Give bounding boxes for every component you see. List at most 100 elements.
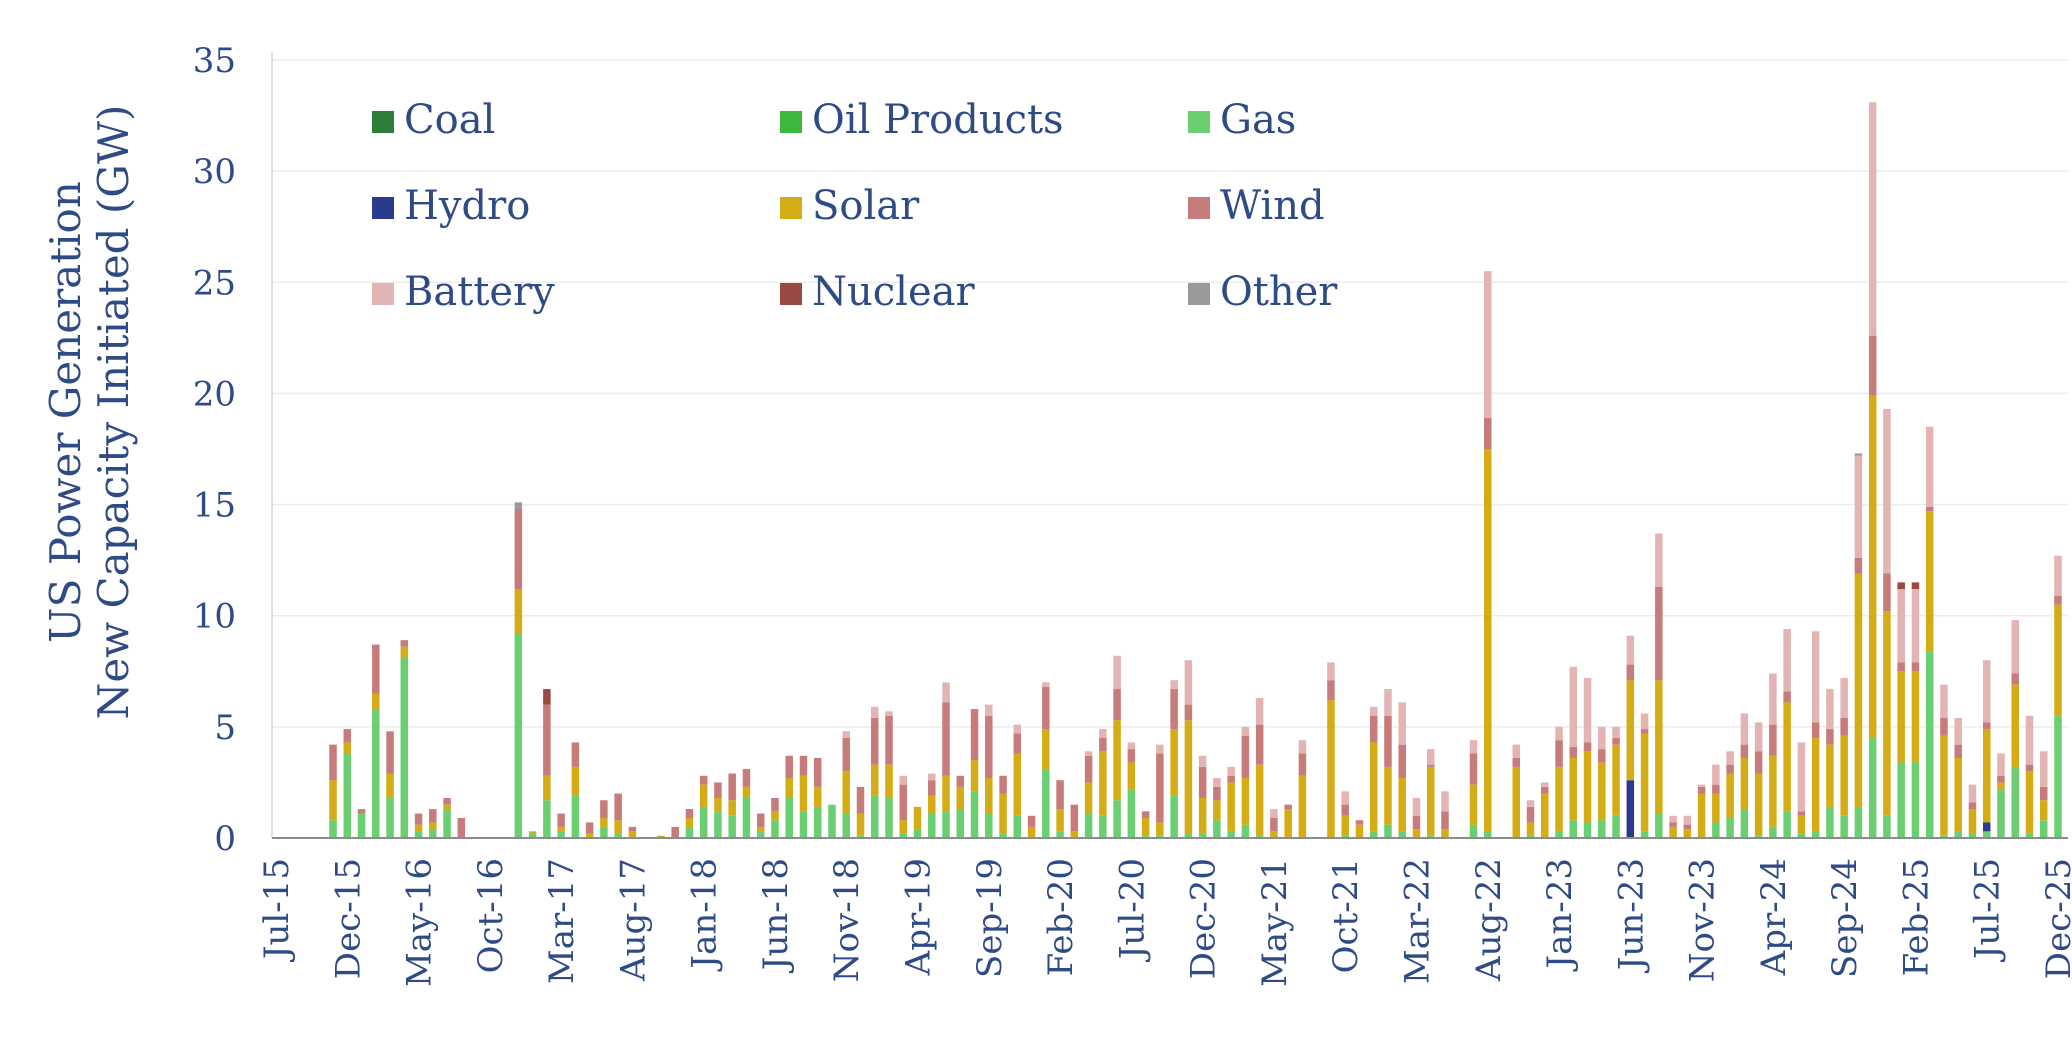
bar-segment-solar (2054, 604, 2062, 716)
bar-segment-wind (1897, 662, 1905, 672)
bar-segment-wind (671, 826, 679, 838)
bar-segment-solar (1384, 766, 1392, 825)
legend-label: Gas (1220, 97, 1296, 143)
bar-segment-gas (1640, 831, 1649, 838)
bar-stack (1270, 809, 1278, 838)
bar-stack (1968, 784, 1977, 838)
bar-segment-wind (1184, 704, 1193, 721)
bar-segment-gas (1369, 831, 1378, 838)
bar-segment-wind (1355, 820, 1364, 825)
bar-segment-gas (1213, 820, 1221, 838)
bar-segment-gas (1840, 815, 1848, 838)
bar-segment-battery (2011, 620, 2019, 674)
bar-segment-battery (1982, 660, 1991, 723)
bar-segment-wind (1141, 811, 1150, 818)
bar-segment-wind (1113, 689, 1121, 721)
bar-segment-solar (1113, 720, 1121, 801)
bar-stack (999, 775, 1007, 838)
bar-segment-gas (871, 795, 879, 838)
bar-segment-wind (942, 702, 950, 776)
legend-swatch (1188, 197, 1210, 219)
x-tick-label: Nov-18 (827, 858, 867, 982)
bar-segment-wind (699, 775, 708, 785)
bar-stack (699, 775, 708, 838)
bar-stack (1783, 629, 1791, 838)
bar-segment-gas (557, 831, 565, 838)
x-tick-label: Jul-20 (1112, 858, 1152, 962)
legend-swatch (780, 111, 802, 133)
bar-stack (1526, 800, 1535, 838)
bar-segment-wind (1669, 822, 1677, 827)
bar-segment-battery (1298, 740, 1307, 754)
bar-stack (685, 809, 694, 838)
bar-segment-battery (2039, 751, 2048, 787)
y-tick-label: 30 (193, 152, 236, 192)
x-tick-label: Aug-17 (613, 858, 653, 982)
bar-stack (956, 775, 965, 838)
y-tick-label: 15 (193, 486, 236, 526)
bar-segment-solar (1598, 762, 1606, 821)
bar-segment-solar (1555, 766, 1563, 832)
bar-segment-wind (1598, 749, 1606, 763)
bar-segment-solar (1769, 755, 1777, 827)
bar-stack (1683, 815, 1692, 838)
bar-segment-solar (329, 780, 337, 821)
legend-label: Other (1220, 269, 1338, 315)
legend-swatch (372, 111, 394, 133)
bar-segment-wind (1697, 786, 1706, 794)
bar-segment-wind (2039, 786, 2048, 801)
bar-segment-gas (1127, 789, 1136, 838)
bar-segment-solar (1284, 809, 1292, 838)
bar-segment-wind (1541, 786, 1549, 794)
bar-segment-solar (1968, 809, 1977, 834)
bar-segment-solar (1655, 680, 1663, 814)
bar-stack (614, 793, 622, 838)
bar-stack (1084, 751, 1093, 838)
bar-segment-battery (1840, 677, 1848, 718)
bar-segment-gas (1598, 820, 1606, 838)
bar-segment-battery (1626, 635, 1635, 665)
bar-stack (885, 711, 893, 838)
bar-segment-battery (1526, 800, 1535, 807)
bar-segment-battery (1270, 809, 1278, 818)
bar-segment-battery (1084, 751, 1093, 756)
bar-segment-battery (1184, 660, 1193, 705)
bar-segment-gas (1940, 835, 1948, 838)
bar-segment-solar (1213, 800, 1221, 821)
x-tick-label: Dec-25 (2039, 858, 2072, 979)
bar-stack (2011, 620, 2019, 838)
bar-segment-wind (443, 797, 451, 805)
bar-segment-wind (1227, 775, 1235, 783)
bar-segment-gas (414, 831, 423, 838)
bar-segment-solar (1854, 573, 1863, 807)
bar-segment-gas (528, 833, 537, 838)
bar-segment-battery (1227, 766, 1235, 776)
x-tick-label: Oct-16 (471, 858, 511, 973)
bar-segment-battery (1384, 689, 1392, 716)
bar-segment-solar (1840, 735, 1848, 816)
bar-segment-solar (1227, 782, 1235, 832)
bar-segment-gas (742, 797, 751, 838)
bar-segment-solar (585, 833, 594, 838)
bar-segment-wind (1327, 680, 1335, 701)
bar-segment-battery (1569, 666, 1578, 747)
bar-segment-wind (1369, 715, 1378, 743)
bar-stack (1797, 742, 1806, 838)
bar-segment-wind (956, 775, 965, 787)
bar-segment-gas (1227, 831, 1235, 838)
y-axis-ticks: 0 5 10 15 20 25 30 35 (193, 41, 236, 859)
bar-stack (657, 835, 665, 838)
bar-segment-solar (1484, 449, 1492, 832)
bar-segment-wind (1070, 804, 1079, 832)
bar-segment-gas (1170, 795, 1178, 838)
bar-segment-wind (1484, 417, 1492, 449)
bar-segment-solar (756, 826, 765, 832)
bar-segment-gas (1968, 833, 1977, 838)
bar-segment-solar (1298, 775, 1307, 838)
bar-segment-solar (600, 817, 608, 827)
bar-segment-gas (714, 811, 722, 838)
bar-segment-solar (1355, 824, 1364, 838)
bar-segment-battery (1512, 744, 1521, 758)
bar-stack (1042, 682, 1050, 838)
bar-segment-battery (1726, 751, 1734, 765)
